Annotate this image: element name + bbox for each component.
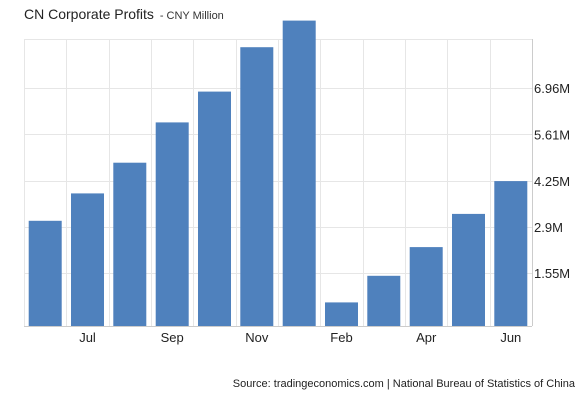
bar-feb-7 [325,302,358,326]
x-tick-label: Apr [416,330,437,345]
chart-subtitle: - CNY Million [159,10,224,22]
chart-title-block: CN Corporate Profits - CNY Million [24,6,224,22]
bar-oct-4 [198,91,231,326]
bar-dec-6 [282,20,316,326]
bar-may-10 [452,213,485,326]
y-tick-label: 4.25M [534,174,570,189]
source-credit: Source: tradingeconomics.com | National … [232,378,575,390]
y-tick-label: 6.96M [534,81,570,96]
x-tick-label: Jul [79,330,96,345]
chart-title: CN Corporate Profits [24,6,154,22]
bar-mar-8 [367,275,401,326]
y-tick-label: 5.61M [534,127,570,142]
bar-jul-1 [71,193,104,326]
x-tick-label: Nov [245,330,269,345]
bar-nov-5 [240,47,274,326]
x-tick-label: Sep [161,330,184,345]
bar-aug-2 [113,162,147,326]
bar-jun-0 [28,220,62,326]
bar-jun-11 [494,181,528,326]
bar-apr-9 [409,247,443,326]
bar-sep-3 [155,122,189,327]
y-tick-label: 1.55M [534,266,570,281]
x-tick-label: Jun [500,330,521,345]
x-tick-label: Feb [330,330,352,345]
y-tick-label: 2.9M [534,220,563,235]
